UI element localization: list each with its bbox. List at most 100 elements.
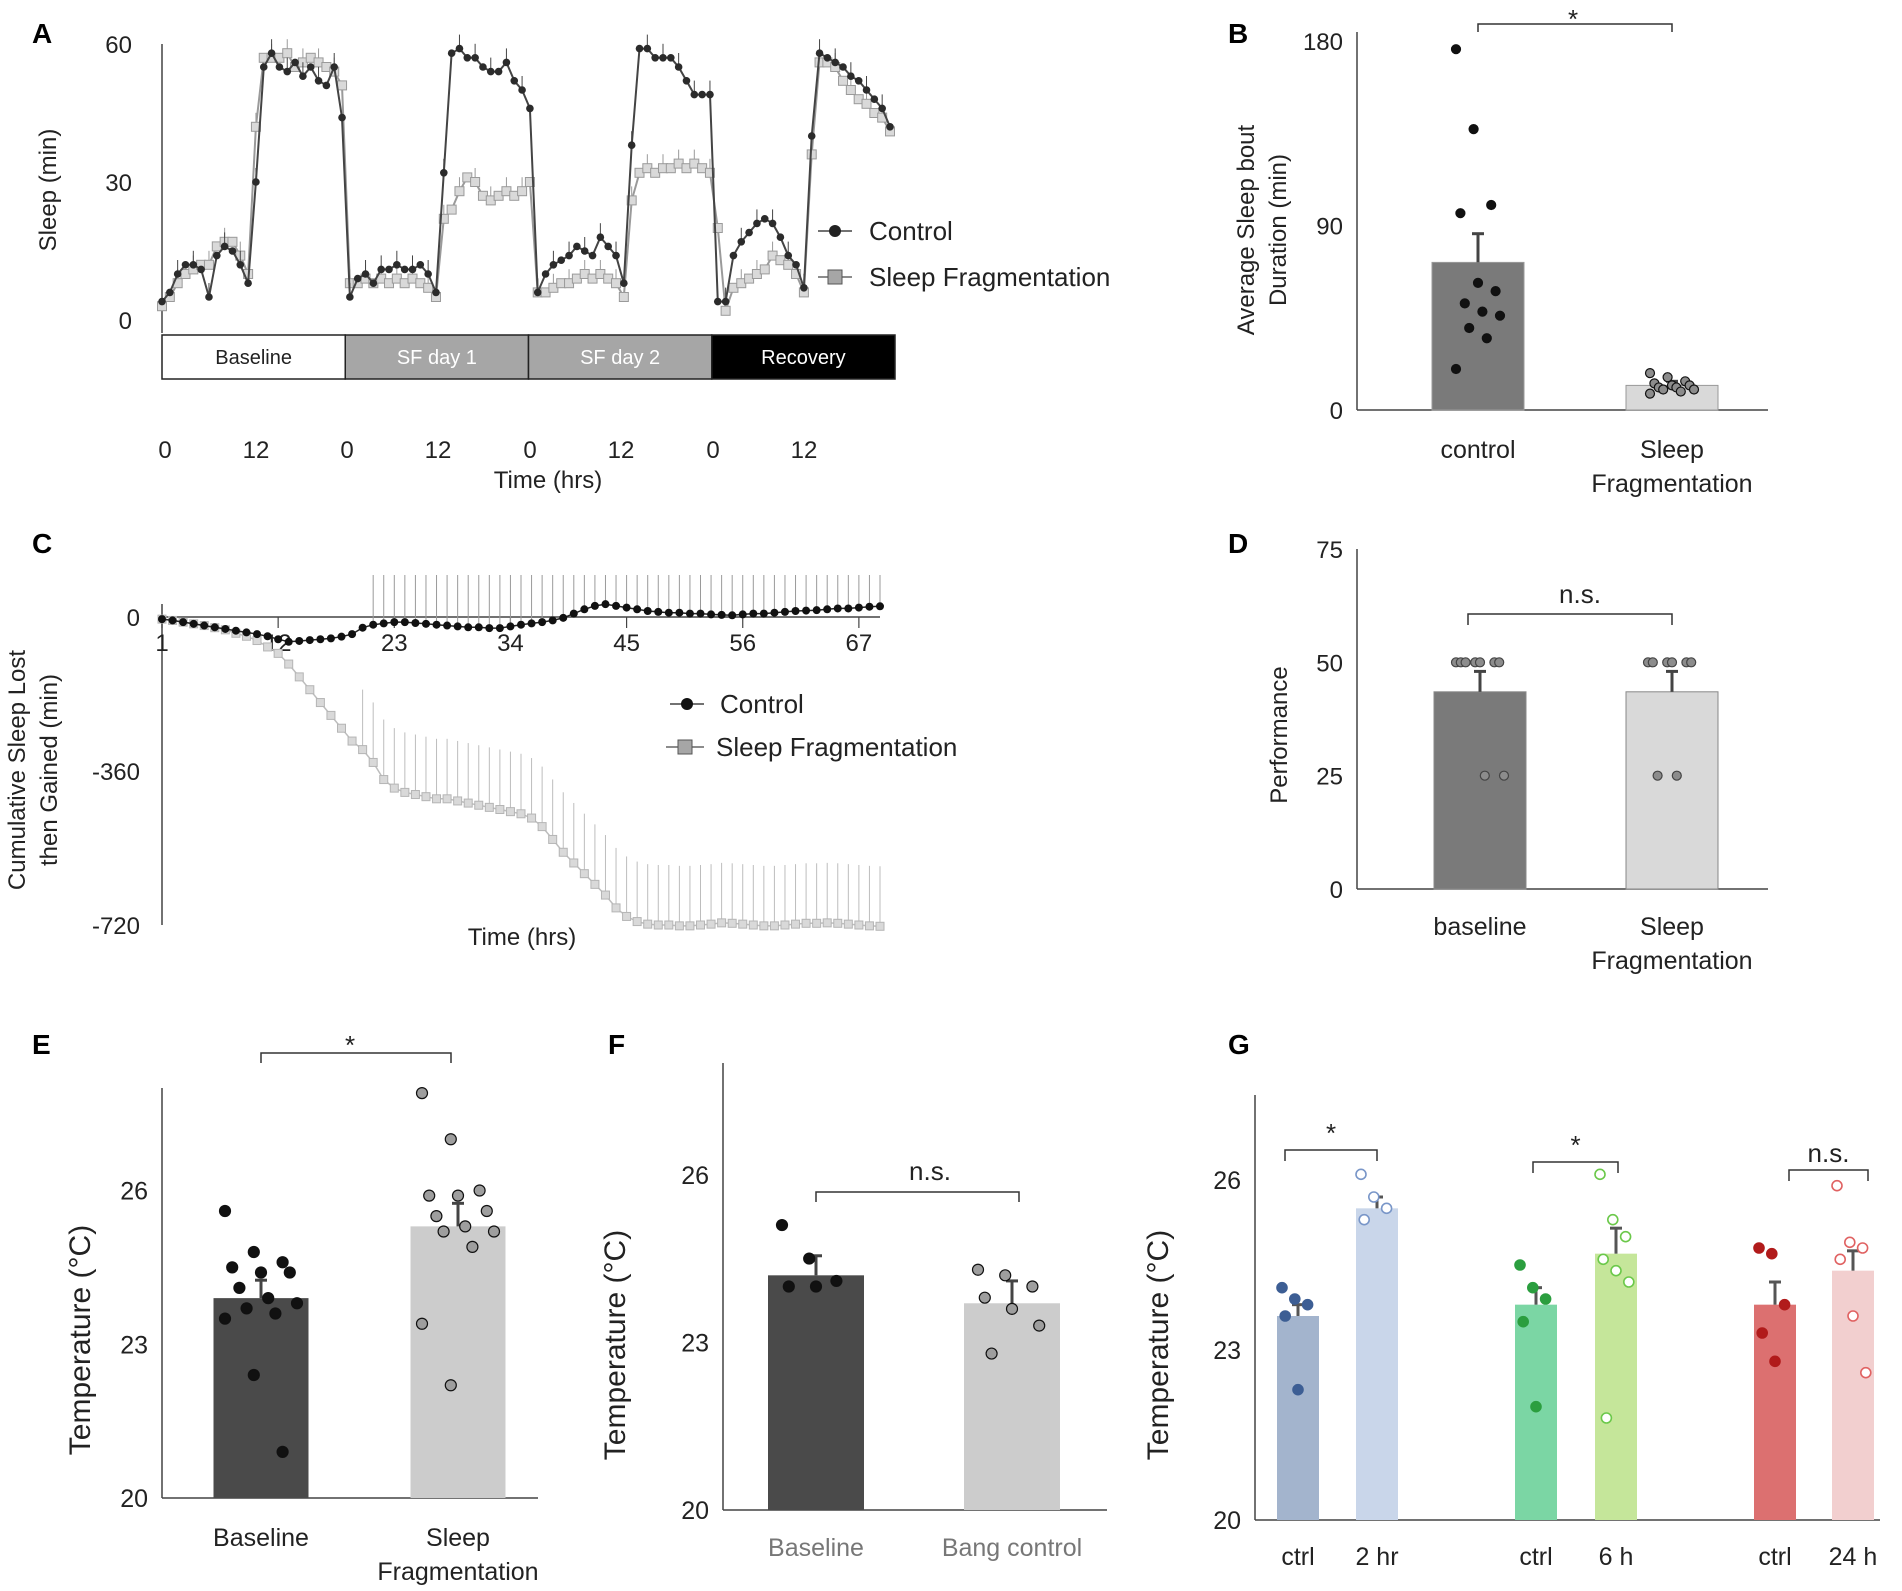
data-point-1-3 (978, 1291, 991, 1304)
control-point (565, 251, 573, 260)
data-point-1-0 (415, 1087, 429, 1100)
bar-0 (213, 1298, 309, 1498)
control-point (253, 630, 262, 639)
sf-point (864, 921, 874, 931)
sf-point (712, 223, 723, 233)
data-point-1-3 (423, 1189, 436, 1202)
sf-point (769, 921, 779, 931)
sf-point (685, 921, 695, 931)
control-point (802, 606, 811, 615)
data-point-0-13 (276, 1445, 289, 1458)
control-point (291, 58, 299, 67)
y-axis-title: Sleep (min) (35, 129, 62, 252)
control-point (242, 628, 251, 637)
segment-box-0 (161, 334, 346, 380)
sf-point (263, 642, 273, 652)
legend-marker-sf (827, 269, 843, 285)
x-axis-title: Time (hrs) (494, 467, 602, 494)
data-point-0-9 (1464, 322, 1475, 334)
x-tick-label: 1 (155, 630, 168, 657)
control-point (464, 623, 473, 632)
control-point (379, 619, 388, 628)
segment-label-2: SF day 2 (580, 347, 660, 369)
sf-point (432, 794, 442, 804)
x-tick-label-1: Sleep Fragmentation (1591, 913, 1752, 975)
bar-1 (410, 1226, 506, 1498)
control-point (812, 606, 821, 615)
sf-point (569, 858, 579, 868)
control-point (823, 54, 832, 62)
data-point-0-0 (775, 1218, 789, 1232)
data-point-1-1 (999, 1269, 1012, 1282)
sf-point (748, 920, 758, 930)
sf-point (446, 204, 457, 215)
control-point (569, 609, 578, 618)
control-point (200, 621, 209, 630)
sf-point (611, 278, 622, 289)
control-point (627, 141, 636, 149)
x-tick-label-5: 24 h (1829, 1543, 1878, 1571)
segment-box-1 (344, 334, 530, 380)
sf-point (845, 85, 856, 95)
data-point-2-2 (1539, 1293, 1552, 1305)
x-axis-title: Time (hrs) (468, 924, 576, 951)
control-point (847, 72, 855, 80)
data-point-5-4 (1847, 1310, 1859, 1322)
panel-b-bout-duration-bar-chart: 0 90 180 Average Sleep bout Duration (min) co… (1233, 4, 1768, 498)
control-point (197, 265, 205, 274)
control-point (158, 615, 166, 624)
data-point-1-1 (1662, 372, 1673, 383)
control-point (330, 63, 339, 71)
data-point-1-1 (444, 1133, 457, 1146)
data-point-5-3 (1834, 1253, 1846, 1266)
x-tick-label-1: 2 hr (1355, 1543, 1398, 1571)
data-point-0-2 (1301, 1298, 1314, 1311)
control-point (643, 44, 652, 53)
significance-bracket-0 (1284, 1149, 1378, 1161)
control-point (455, 44, 464, 53)
y-axis-title-line: then Gained (min) (36, 674, 63, 866)
control-point (698, 90, 706, 99)
y-axis-title: Performance (1266, 666, 1293, 803)
control-point (706, 90, 714, 99)
control-point (518, 86, 526, 94)
control-point (549, 261, 558, 269)
sf-point (720, 305, 731, 316)
data-point-4-3 (1756, 1327, 1768, 1339)
y-tick-label: 75 (1316, 537, 1343, 564)
x-tick-label-1: Sleep Fragmentation (377, 1524, 538, 1586)
y-tick-label: 20 (681, 1497, 709, 1525)
control-point (252, 178, 260, 186)
data-point-1-3 (1647, 657, 1658, 668)
control-point (792, 261, 800, 269)
y-tick-label: 23 (681, 1329, 709, 1357)
control-point (299, 72, 307, 80)
significance-label-1: * (1570, 1130, 1580, 1160)
sf-point (463, 798, 473, 808)
y-axis-title: Average Sleep bout Duration (min) (1233, 124, 1292, 335)
control-point (212, 251, 221, 260)
x-tick-label-0: Baseline (768, 1534, 864, 1562)
data-point-0-3 (1455, 208, 1466, 219)
control-point (205, 293, 213, 301)
sf-point (812, 918, 822, 928)
control-point (612, 601, 621, 610)
x-tick-label: 12 (243, 437, 270, 464)
panel-e-temperature-bar-chart: 20 23 26 Temperature (°C) Baseline Sleep Fragm… (64, 1030, 539, 1586)
x-tick-label: 45 (613, 630, 640, 657)
data-point-2-1 (1527, 1281, 1539, 1294)
control-point (306, 63, 315, 71)
panel-letter-c: C (32, 528, 52, 559)
control-point (263, 632, 272, 641)
segment-label-0: Baseline (215, 347, 292, 369)
data-point-0-7 (1479, 770, 1490, 781)
control-point (659, 54, 667, 62)
control-point (559, 613, 568, 622)
panel-f-temperature-bar-chart: 20 23 26 Temperature (°C) Baseline Bang contr… (599, 1063, 1107, 1562)
panel-a-sleep-line-chart: 0 30 60 Sleep (min) Control Sleep Fragmentati… (35, 32, 1110, 494)
control-point (876, 602, 884, 611)
control-point (573, 242, 581, 251)
series-line-control (161, 47, 891, 303)
legend-marker-control (681, 698, 693, 710)
panel-letter-a: A (32, 18, 52, 49)
